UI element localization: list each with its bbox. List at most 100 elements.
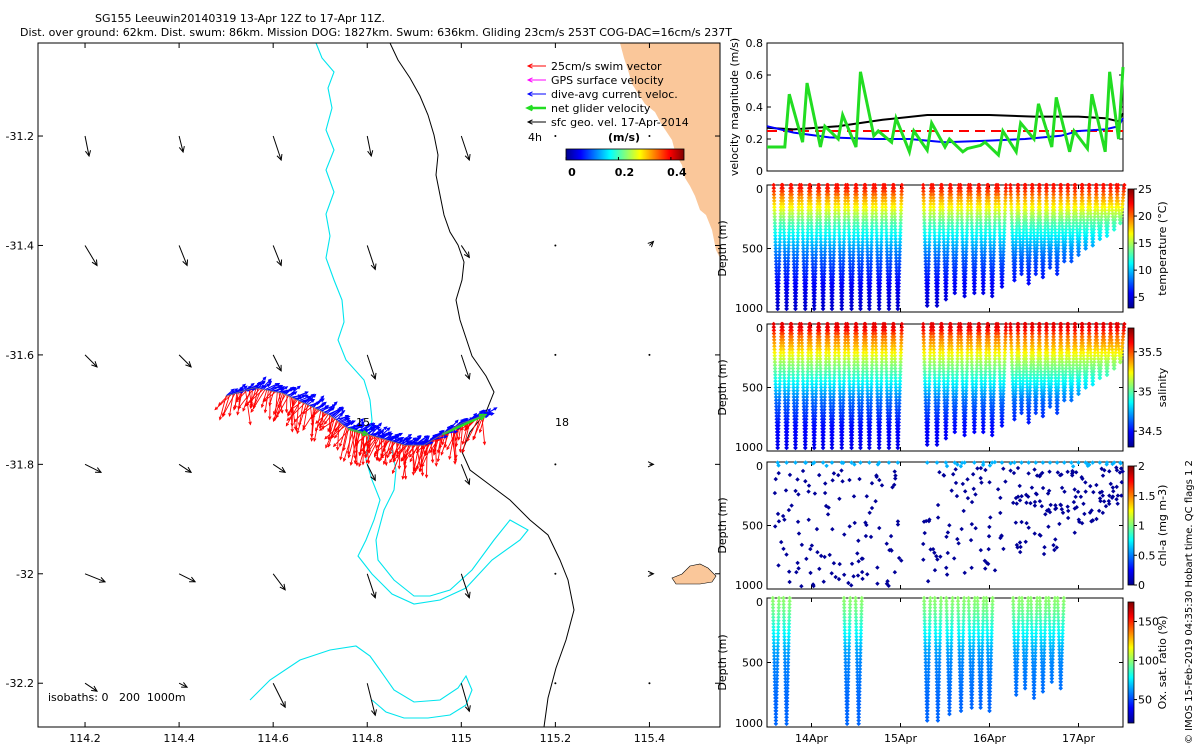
profile-point: [828, 271, 834, 277]
profile-point: [996, 204, 1002, 210]
profile-point: [849, 297, 855, 302]
profile-point: [927, 217, 933, 223]
profile-point: [955, 343, 961, 349]
profile-point: [972, 429, 977, 435]
profile-point: [992, 362, 997, 368]
geo-arrow-dot: [554, 463, 557, 466]
profile-point: [817, 204, 823, 210]
profile-point: [963, 397, 969, 403]
profile-point: [927, 378, 932, 384]
profile-point: [851, 372, 857, 378]
profile-point: [940, 334, 945, 339]
profile-point: [983, 220, 989, 226]
profile-point: [870, 337, 876, 343]
profile-point: [1096, 220, 1101, 226]
profile-point: [836, 211, 841, 216]
profile-point: [892, 208, 897, 213]
profile-point: [899, 334, 904, 339]
profile-point: [1049, 223, 1055, 229]
profile-point: [786, 233, 792, 239]
profile-point: [845, 337, 851, 343]
profile-point: [781, 233, 787, 239]
profile-point: [1044, 204, 1050, 210]
profile-point: [873, 334, 878, 339]
profile-point: [805, 236, 810, 242]
dac-arrow: [225, 388, 235, 397]
profile-point: [831, 262, 836, 267]
profile-point: [873, 198, 878, 204]
profile-point: [1027, 249, 1033, 254]
profile-point: [859, 268, 865, 274]
profile-point: [944, 274, 949, 280]
profile-point: [941, 227, 946, 232]
profile-point: [839, 445, 845, 451]
profile-point: [823, 353, 829, 359]
profile-point: [771, 198, 777, 204]
profile-point: [897, 243, 903, 248]
swim-vector: [347, 430, 356, 459]
dac-arrow: [305, 393, 317, 405]
profile-point: [791, 388, 796, 393]
profile-point: [937, 217, 943, 223]
profile-point: [870, 331, 876, 336]
profile-point: [930, 328, 936, 333]
profile-point: [1044, 192, 1049, 197]
profile-point: [877, 293, 882, 299]
profile-point: [863, 340, 869, 346]
swim-vector: [363, 436, 376, 447]
profile-point: [1052, 230, 1058, 235]
profile-point: [1035, 220, 1041, 226]
profile-point: [858, 426, 864, 432]
legend-interval: 4h: [528, 131, 542, 144]
profile-point: [894, 268, 899, 274]
profile-point: [973, 397, 978, 403]
profile-point: [772, 217, 778, 223]
profile-point: [821, 410, 827, 416]
profile-point: [922, 230, 928, 235]
profile-point: [784, 297, 790, 302]
profile-point: [941, 236, 947, 242]
profile-point: [1014, 369, 1019, 374]
profile-point: [925, 413, 931, 419]
dac-arrow: [326, 406, 335, 415]
profile-point: [800, 366, 805, 371]
profile-point: [892, 350, 898, 355]
profile-point: [996, 350, 1002, 355]
profile-point: [1038, 233, 1044, 239]
profile-point: [955, 211, 961, 216]
profile-point: [888, 394, 893, 400]
profile-point: [889, 350, 895, 355]
profile-point: [799, 337, 805, 343]
profile-point: [930, 189, 936, 194]
profile-point: [987, 375, 993, 381]
profile-point: [858, 436, 864, 441]
profile-point: [974, 214, 980, 220]
profile-point: [945, 382, 951, 387]
profile-point: [791, 378, 796, 384]
profile-point: [1008, 192, 1014, 197]
profile-point: [928, 195, 934, 200]
profile-point: [965, 356, 970, 362]
profile-point: [928, 204, 933, 210]
swim-vector: [285, 401, 301, 427]
speed-colorbar: [565, 148, 685, 161]
profile-point: [1008, 328, 1013, 333]
profile-point: [940, 350, 946, 355]
profile-point: [787, 347, 793, 352]
profile-point: [955, 208, 961, 213]
profile-point: [826, 350, 832, 355]
profile-point: [1024, 382, 1030, 387]
profile-point: [1090, 243, 1096, 248]
profile-point: [800, 230, 806, 235]
dac-arrow: [337, 414, 350, 422]
profile-point: [830, 413, 836, 419]
profile-point: [927, 223, 933, 229]
profile-point: [833, 198, 838, 204]
profile-point: [1010, 369, 1015, 374]
profile-point: [775, 306, 781, 312]
profile-point: [1077, 223, 1083, 229]
profile-point: [851, 378, 857, 384]
profile-point: [963, 271, 968, 277]
profile-point: [1101, 192, 1107, 197]
profile-point: [977, 324, 982, 330]
